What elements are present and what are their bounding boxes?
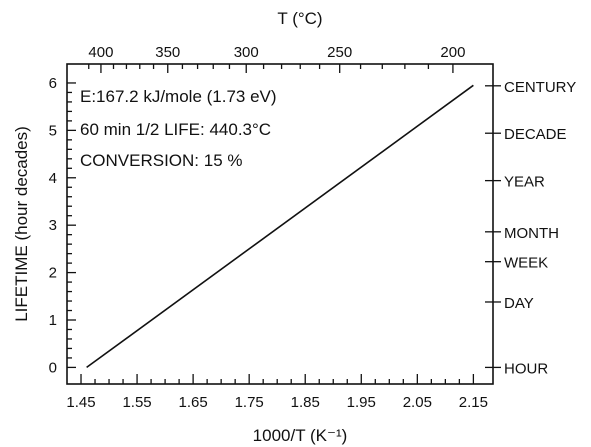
top-tick-label: 300 <box>234 44 259 61</box>
y-tick-label: 0 <box>49 359 57 376</box>
right-label-decade: DECADE <box>504 126 567 143</box>
x-tick-label: 1.75 <box>235 394 264 411</box>
x-tick-label: 1.55 <box>122 394 151 411</box>
series-line <box>86 84 474 369</box>
y-tick-label: 3 <box>49 217 57 234</box>
ticks-layer <box>67 64 501 384</box>
x-tick-label: 1.65 <box>179 394 208 411</box>
y-tick-label: 1 <box>49 312 57 329</box>
y-tick-label: 6 <box>49 75 57 92</box>
annotation-conversion: CONVERSION: 15 % <box>80 151 243 170</box>
x-tick-label: 1.85 <box>291 394 320 411</box>
top-tick-label: 350 <box>155 44 180 61</box>
annotation-energy: E:167.2 kJ/mole (1.73 eV) <box>80 87 277 106</box>
plot-frame <box>66 63 494 385</box>
x-tick-label: 2.15 <box>459 394 488 411</box>
y-tick-label: 5 <box>49 122 57 139</box>
right-label-year: YEAR <box>504 174 545 191</box>
right-label-day: DAY <box>504 295 534 312</box>
annotation-half-life: 60 min 1/2 LIFE: 440.3°C <box>80 120 271 139</box>
right-label-month: MONTH <box>504 225 559 242</box>
x-tick-label: 1.95 <box>347 394 376 411</box>
right-label-century: CENTURY <box>504 79 576 96</box>
x-axis-title: 1000/T (K⁻¹) <box>253 426 348 445</box>
x-tick-label: 2.05 <box>403 394 432 411</box>
top-tick-label: 400 <box>88 44 113 61</box>
y-axis-title: LIFETIME (hour decades) <box>12 126 31 322</box>
top-tick-label: 200 <box>440 44 465 61</box>
labels-layer: 1.45 1.55 1.65 1.75 1.85 1.95 2.05 2.15 0 1 2 3 4 5 6 4… <box>49 44 577 411</box>
y-tick-label: 2 <box>49 265 57 282</box>
top-tick-label: 250 <box>327 44 352 61</box>
right-label-week: WEEK <box>504 255 548 272</box>
series-layer <box>86 84 474 369</box>
right-label-hour: HOUR <box>504 360 548 377</box>
top-axis-title: T (°C) <box>277 9 322 28</box>
y-tick-label: 4 <box>49 170 57 187</box>
x-tick-label: 1.45 <box>66 394 95 411</box>
